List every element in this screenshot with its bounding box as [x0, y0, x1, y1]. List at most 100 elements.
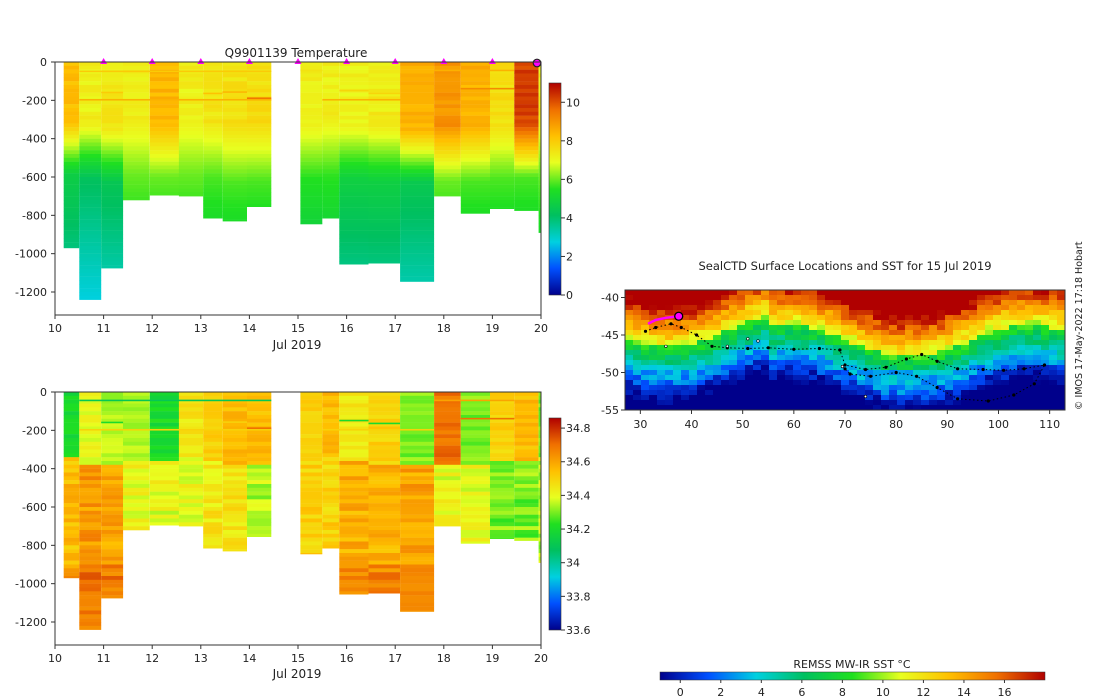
profile-cell [247, 422, 272, 427]
sst-cell [953, 355, 962, 361]
profile-cell [203, 461, 223, 466]
profile-cell [222, 530, 247, 535]
x-tick-label: 13 [194, 652, 208, 665]
profile-cell [400, 430, 435, 435]
sst-cell [1049, 340, 1058, 346]
sst-cell [777, 335, 786, 341]
sst-cell [809, 360, 818, 366]
profile-cell [247, 472, 272, 477]
sst-cell [745, 375, 754, 381]
sst-cell [905, 360, 914, 366]
profile-cell [434, 499, 461, 504]
sst-cell [761, 395, 770, 401]
profile-cell [123, 104, 150, 109]
profile-cell [400, 541, 435, 546]
sst-cell [833, 370, 842, 376]
profile-cell [63, 81, 80, 86]
sst-cell [785, 395, 794, 401]
profile-cell [538, 200, 541, 205]
profile-cell [368, 522, 401, 527]
profile-cell [339, 177, 369, 182]
profile-cell [514, 399, 539, 404]
profile-cell [460, 77, 490, 82]
profile-cell [339, 253, 369, 258]
profile-cell [222, 491, 247, 496]
profile-cell [322, 211, 340, 216]
profile-cell [460, 142, 490, 147]
sst-cell [761, 400, 770, 406]
profile-cell [203, 180, 223, 185]
profile-cell [322, 88, 340, 93]
profile-cell [368, 472, 401, 477]
profile-cell [63, 161, 80, 166]
profile-cell [490, 115, 515, 120]
track-point [863, 367, 868, 372]
profile-cell [101, 526, 124, 531]
sst-cell [881, 405, 890, 411]
profile-cell [63, 62, 80, 67]
sst-cell [1049, 405, 1058, 411]
profile-cell [339, 480, 369, 485]
profile-cell [79, 553, 102, 558]
profile-cell [79, 173, 102, 178]
profile-cell [63, 77, 80, 82]
sst-cell [1025, 330, 1034, 336]
profile-cell [178, 480, 204, 485]
sst-cell [745, 330, 754, 336]
profile-cell [203, 403, 223, 408]
profile-cell [434, 445, 461, 450]
sst-cell [969, 390, 978, 396]
sst-cell [1057, 350, 1066, 356]
sst-cell [1041, 375, 1050, 381]
profile-cell [514, 119, 539, 124]
sst-cell [801, 400, 810, 406]
sst-cell [745, 335, 754, 341]
colorbar-tick-label: 34.6 [566, 456, 591, 469]
profile-cell [222, 85, 247, 90]
profile-cell [400, 457, 435, 462]
colorbar-tick-label: 16 [997, 686, 1011, 699]
sst-cell [977, 320, 986, 326]
sst-cell [841, 325, 850, 331]
y-tick-label: -40 [601, 292, 619, 305]
sst-cell [841, 310, 850, 316]
sst-map-panel: SealCTD Surface Locations and SST for 15… [601, 259, 1066, 699]
sst-cell [833, 325, 842, 331]
sst-cell [793, 325, 802, 331]
sst-cell [945, 365, 954, 371]
sst-cell [1049, 360, 1058, 366]
profile-cell [247, 154, 272, 159]
profile-cell [203, 480, 223, 485]
sst-cell [889, 300, 898, 306]
profile-cell [222, 499, 247, 504]
track-point [986, 399, 990, 403]
profile-cell [400, 131, 435, 136]
thin-profile [222, 91, 247, 93]
profile-cell [538, 69, 541, 74]
sst-cell [769, 295, 778, 301]
profile-cell [434, 123, 461, 128]
sst-cell [1033, 320, 1042, 326]
profile-cell [79, 284, 102, 289]
profile-cell [490, 169, 515, 174]
sst-cell [953, 340, 962, 346]
profile-cell [101, 487, 124, 492]
sst-cell [929, 400, 938, 406]
profile-cell [101, 226, 124, 231]
profile-cell [339, 449, 369, 454]
profile-cell [247, 533, 272, 537]
profile-cell [203, 537, 223, 542]
profile-cell [79, 146, 102, 151]
y-tick-label: -1200 [15, 616, 47, 629]
sst-cell [961, 355, 970, 361]
profile-cell [79, 537, 102, 542]
profile-cell [247, 480, 272, 485]
x-tick-label: 90 [940, 418, 954, 431]
profile-cell [79, 246, 102, 251]
sst-cell [897, 325, 906, 331]
profile-cell [490, 77, 515, 82]
profile-cell [368, 453, 401, 458]
profile-cell [490, 418, 515, 423]
profile-cell [203, 430, 223, 435]
profile-cell [203, 215, 223, 219]
